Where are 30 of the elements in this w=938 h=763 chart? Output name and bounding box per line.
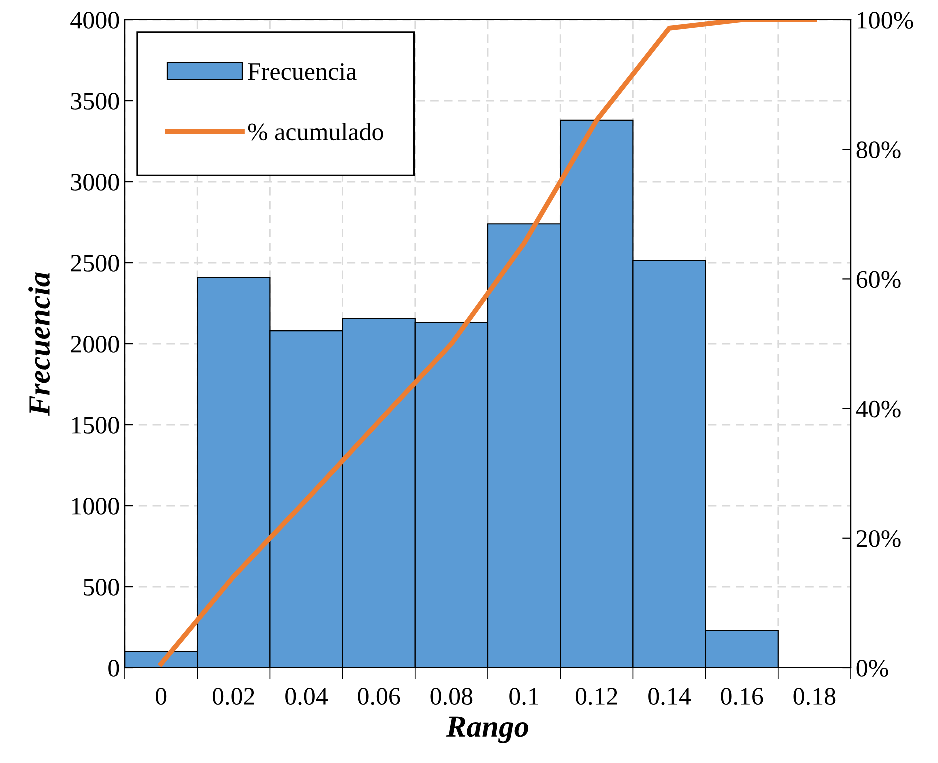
y-tick-label: 1500 xyxy=(72,417,120,434)
y2-tick-label: 40% xyxy=(856,400,901,418)
legend-label: Frecuencia xyxy=(248,63,357,80)
x-tick-label: 0.14 xyxy=(648,688,691,706)
x-tick-label: 0.08 xyxy=(430,688,473,706)
y2-tick-label: 80% xyxy=(856,142,901,159)
y-tick-label: 0 xyxy=(108,660,120,677)
y-tick-label: 4000 xyxy=(70,12,120,29)
y-tick-label: 2500 xyxy=(71,255,120,272)
x-tick-label: 0.16 xyxy=(721,688,764,706)
x-tick-label: 0.02 xyxy=(212,688,254,706)
y-tick-label: 2000 xyxy=(71,336,120,353)
y2-tick-label: 20% xyxy=(856,530,901,548)
x-tick-label: 0 xyxy=(156,688,167,706)
x-tick-label: 0.1 xyxy=(510,688,538,706)
y2-tick-label: 60% xyxy=(856,271,901,288)
y-axis-title: Frecuencia xyxy=(28,272,50,416)
y2-tick-label: 0% xyxy=(856,660,888,677)
x-tick-label: 0.12 xyxy=(576,688,618,706)
y-tick-label: 1000 xyxy=(72,498,120,515)
line-series xyxy=(158,20,818,667)
x-tick-label: 0.18 xyxy=(794,688,836,706)
legend-label: % acumulado xyxy=(248,122,384,141)
y-tick-label: 3000 xyxy=(71,174,120,191)
x-tick-label: 0.04 xyxy=(286,688,328,706)
x-tick-label: 0.06 xyxy=(358,688,400,706)
y-tick-label: 3500 xyxy=(71,93,120,110)
y2-tick-label: 100% xyxy=(858,12,914,29)
y-tick-label: 500 xyxy=(84,579,120,596)
x-axis-title: Rango xyxy=(446,716,529,744)
